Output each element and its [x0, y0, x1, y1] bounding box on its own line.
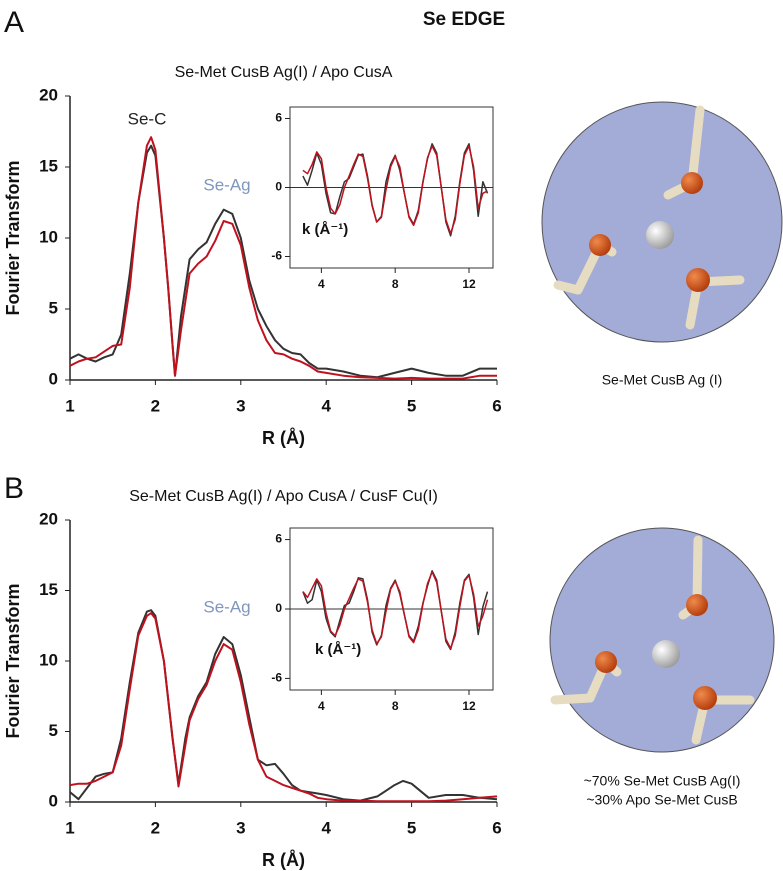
structure-b	[549, 527, 775, 753]
x-tick-label: 2	[151, 818, 160, 837]
x-tick-label: 5	[407, 818, 416, 837]
x-tick-label: 3	[236, 818, 245, 837]
x-tick-label: 2	[151, 396, 160, 415]
x-tick-label: 4	[318, 699, 325, 713]
annotation: Se-C	[128, 109, 167, 128]
structure-caption: Se-Met CusB Ag (I)	[602, 372, 723, 388]
x-tick-label: 6	[492, 396, 501, 415]
y-tick-label: 5	[49, 721, 58, 740]
y-tick-label: 20	[39, 85, 58, 104]
data-line	[302, 571, 489, 650]
x-tick-label: 6	[492, 818, 501, 837]
x-tick-label: 8	[392, 277, 399, 291]
y-tick-label: 0	[275, 601, 282, 615]
panel-label: B	[4, 472, 24, 505]
x-tick-label: 12	[462, 699, 476, 713]
x-tick-label: 5	[407, 396, 416, 415]
data-line	[69, 136, 497, 380]
x-tick-label: 3	[236, 396, 245, 415]
chart-title: Se-Met CusB Ag(I) / Apo CusA / CusF Cu(I…	[129, 488, 438, 505]
annotation: Se-Ag	[203, 597, 250, 616]
y-tick-label: 0	[49, 791, 58, 810]
x-tick-label: 8	[392, 699, 399, 713]
y-tick-label: 10	[39, 650, 58, 669]
panel-label: A	[4, 6, 24, 39]
y-tick-label: 10	[39, 227, 58, 246]
x-tick-label: 1	[65, 818, 74, 837]
inset-x-label: k (Å⁻¹)	[302, 221, 348, 238]
y-tick-label: 5	[49, 298, 58, 317]
figure-title: Se EDGE	[423, 9, 505, 30]
x-axis-label: R (Å)	[262, 428, 305, 448]
y-tick-label: 6	[275, 111, 282, 125]
data-line	[302, 145, 488, 235]
inset-x-label: k (Å⁻¹)	[315, 641, 361, 658]
x-tick-label: 4	[318, 277, 325, 291]
y-axis-label: Fourier Transform	[3, 160, 23, 315]
structure-caption: ~70% Se-Met CusB Ag(I)	[584, 773, 741, 789]
x-tick-label: 4	[321, 396, 331, 415]
x-tick-label: 4	[321, 818, 331, 837]
structure-a	[541, 101, 783, 343]
y-tick-label: 6	[275, 532, 282, 546]
y-tick-label: 15	[39, 156, 58, 175]
x-tick-label: 1	[65, 396, 74, 415]
x-axis-label: R (Å)	[262, 850, 305, 870]
y-tick-label: 0	[275, 180, 282, 194]
y-tick-label: 20	[39, 509, 58, 528]
x-tick-label: 12	[462, 277, 476, 291]
data-line	[69, 612, 498, 803]
y-axis-label: Fourier Transform	[3, 583, 23, 738]
y-tick-label: 15	[39, 580, 58, 599]
y-tick-label: 0	[49, 369, 58, 388]
annotation: Se-Ag	[203, 175, 250, 194]
y-tick-label: -6	[271, 249, 282, 263]
y-tick-label: -6	[271, 671, 282, 685]
chart-title: Se-Met CusB Ag(I) / Apo CusA	[175, 64, 393, 81]
structure-caption: ~30% Apo Se-Met CusB	[586, 792, 737, 808]
